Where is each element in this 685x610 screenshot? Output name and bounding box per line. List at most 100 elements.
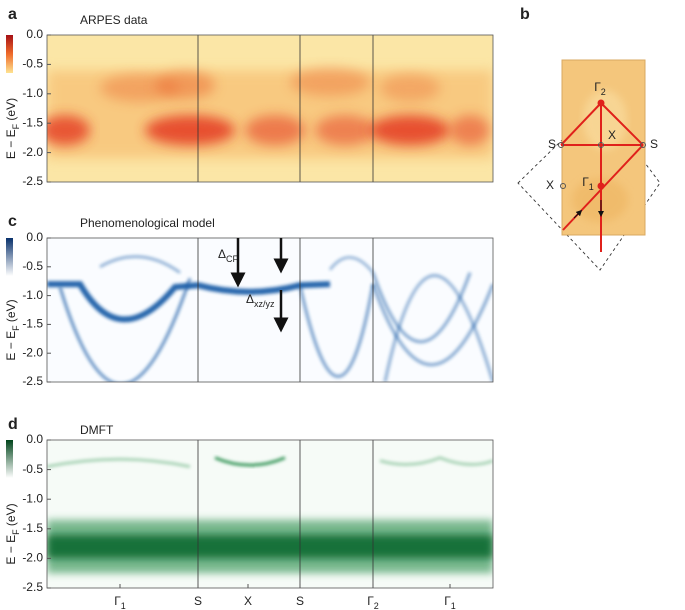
heatmap xyxy=(47,35,493,182)
path-line xyxy=(560,102,602,146)
annotation-sub: CF xyxy=(226,254,238,264)
point-label-part: X xyxy=(608,128,616,142)
point-marker xyxy=(597,99,605,107)
y-tick-label: -2.5 xyxy=(22,174,43,188)
point-marker xyxy=(597,182,605,190)
y-axis-label-sub: F xyxy=(11,529,21,535)
heatmap-band xyxy=(47,534,493,559)
heatmap-blob xyxy=(245,115,305,146)
x-tick-label-part: Γ xyxy=(367,594,374,608)
heatmap-band xyxy=(47,281,331,323)
y-tick-label: 0.0 xyxy=(26,230,43,244)
x-tick-label-part: S xyxy=(296,594,304,608)
heatmap-band xyxy=(371,272,472,344)
x-tick-label-sub: 1 xyxy=(121,601,126,610)
y-axis-label-part: (eV) xyxy=(4,503,18,529)
x-tick-label: Γ1 xyxy=(114,594,126,610)
brillouin-zone xyxy=(517,59,661,271)
y-axis-label-part: (eV) xyxy=(4,98,18,124)
heatmap-band xyxy=(383,274,493,382)
point-marker xyxy=(640,142,646,148)
panel-title: ARPES data xyxy=(80,13,148,27)
heatmap-blob xyxy=(380,73,440,102)
heatmap-band xyxy=(371,283,493,366)
x-tick-label: S xyxy=(194,594,202,608)
heatmap-blob xyxy=(290,68,370,97)
panel-letter: d xyxy=(8,416,18,433)
point-label-part: S xyxy=(650,137,658,151)
y-tick-label: -2.0 xyxy=(22,345,43,359)
x-tick-label: Γ2 xyxy=(367,594,379,610)
colorbar xyxy=(6,35,13,73)
x-tick-label-part: Γ xyxy=(444,594,451,608)
y-axis-label-part: E − E xyxy=(4,535,18,565)
y-tick-label: -1.0 xyxy=(22,288,43,302)
heatmap-band xyxy=(214,456,286,467)
annotation-part: Δ xyxy=(246,292,254,306)
heatmap-band xyxy=(47,456,493,469)
y-tick-label: -2.0 xyxy=(22,551,43,565)
heatmap-band xyxy=(298,283,375,378)
point-marker xyxy=(598,142,604,148)
path-line xyxy=(600,102,644,146)
y-tick-label: 0.0 xyxy=(26,27,43,41)
y-tick-label: -1.5 xyxy=(22,521,43,535)
heatmap-blob xyxy=(450,115,490,146)
heatmap xyxy=(47,440,493,588)
y-axis-label: E − EF (eV) xyxy=(4,503,21,564)
y-axis-label: E − EF (eV) xyxy=(4,98,21,159)
point-label: Γ2 xyxy=(594,80,606,97)
y-tick-label: -2.5 xyxy=(22,580,43,594)
panel-letter: b xyxy=(520,6,530,23)
y-axis-label-sub: F xyxy=(11,325,21,331)
y-tick-label: -2.5 xyxy=(22,374,43,388)
x-tick-label-part: S xyxy=(194,594,202,608)
x-tick-label-part: X xyxy=(244,594,252,608)
y-tick-label: -1.0 xyxy=(22,86,43,100)
point-label: X xyxy=(546,178,554,192)
x-tick-label: X xyxy=(244,594,252,608)
x-tick-label: S xyxy=(296,594,304,608)
y-tick-label: -1.5 xyxy=(22,317,43,331)
panel-title: Phenomenological model xyxy=(80,216,215,230)
point-label-part: Γ xyxy=(582,175,589,189)
colorbar xyxy=(6,238,13,276)
y-axis-label-part: (eV) xyxy=(4,299,18,325)
heatmap xyxy=(47,238,493,382)
annotation-part: Δ xyxy=(218,247,226,261)
annotation: ΔCF xyxy=(218,247,239,264)
plot-frame xyxy=(46,439,494,589)
x-tick-label-part: Γ xyxy=(114,594,121,608)
x-tick-label-sub: 2 xyxy=(374,601,379,610)
point-marker xyxy=(558,142,564,148)
y-tick-label: -1.0 xyxy=(22,491,43,505)
point-label-part: Γ xyxy=(594,80,601,94)
y-axis-label: E − EF (eV) xyxy=(4,299,21,360)
colorbar xyxy=(6,440,13,478)
point-label-sub: 1 xyxy=(589,182,594,192)
y-tick-label: 0.0 xyxy=(26,432,43,446)
y-axis-label-part: E − E xyxy=(4,129,18,159)
point-label: X xyxy=(608,128,616,142)
panel-title: DMFT xyxy=(80,423,114,437)
panel-letter: c xyxy=(8,213,17,230)
map-texture xyxy=(583,90,627,150)
heatmap-blob xyxy=(155,70,215,99)
x-tick-label-sub: 1 xyxy=(451,601,456,610)
annotation-sub: xz/yz xyxy=(254,299,275,309)
point-label-part: S xyxy=(548,137,556,151)
plot-frame xyxy=(46,237,494,383)
x-tick-label: Γ1 xyxy=(444,594,456,610)
y-tick-label: -0.5 xyxy=(22,462,43,476)
heatmap-blob xyxy=(145,115,235,146)
y-tick-label: -2.0 xyxy=(22,145,43,159)
heatmap-band xyxy=(329,256,374,274)
y-axis-label-part: E − E xyxy=(4,331,18,361)
point-label: S xyxy=(650,137,658,151)
y-tick-label: -0.5 xyxy=(22,259,43,273)
heatmap-band xyxy=(99,255,181,274)
point-label: Γ1 xyxy=(582,175,594,192)
heatmap-blob xyxy=(370,115,450,146)
y-axis-label-sub: F xyxy=(11,123,21,129)
heatmap-blob xyxy=(47,115,90,146)
